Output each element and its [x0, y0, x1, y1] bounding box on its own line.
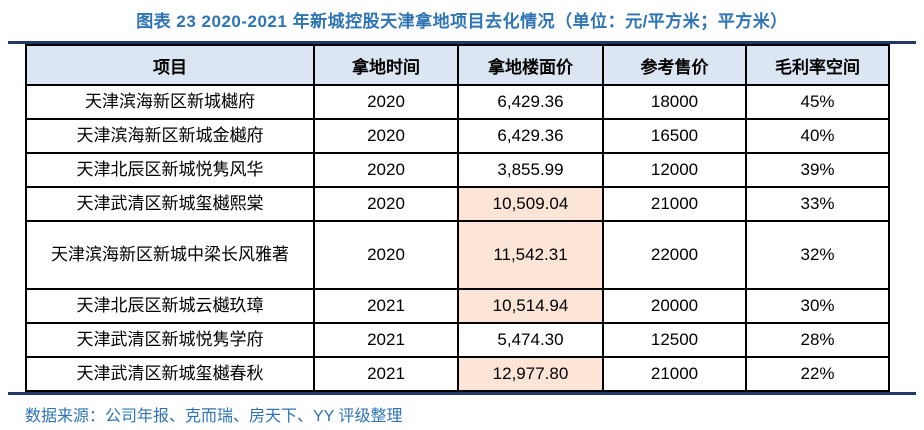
data-source-note: 数据来源：公司年报、克而瑞、房天下、YY 评级整理 [25, 408, 403, 425]
cell-year: 2020 [313, 186, 459, 222]
table-row: 天津滨海新区新城中梁长风雅著 2020 11,542.31 22000 32% [25, 220, 890, 290]
cell-year: 2021 [313, 288, 459, 324]
table-row: 天津武清区新城悦隽学府 2021 5,474.30 12500 28% [25, 322, 890, 358]
cell-margin: 33% [745, 186, 890, 222]
cell-ref_price: 16500 [602, 118, 747, 154]
cell-margin: 40% [745, 118, 890, 154]
table-header: 项目 拿地时间 拿地楼面价 参考售价 毛利率空间 [25, 44, 890, 86]
cell-project: 天津北辰区新城悦隽风华 [25, 152, 315, 188]
cell-margin: 30% [745, 288, 890, 324]
table-row: 天津滨海新区新城金樾府 2020 6,429.36 16500 40% [25, 118, 890, 154]
cell-year: 2021 [313, 356, 459, 392]
cell-floor_price: 5,474.30 [457, 322, 604, 358]
cell-floor_price: 6,429.36 [457, 118, 604, 154]
table-row: 天津北辰区新城悦隽风华 2020 3,855.99 12000 39% [25, 152, 890, 188]
cell-project: 天津武清区新城悦隽学府 [25, 322, 315, 358]
cell-ref_price: 21000 [602, 356, 747, 392]
cell-margin: 22% [745, 356, 890, 392]
column-header: 项目 [25, 44, 315, 86]
top-divider [8, 41, 916, 44]
cell-floor_price: 11,542.31 [457, 220, 604, 290]
cell-project: 天津武清区新城玺樾春秋 [25, 356, 315, 392]
table-row: 天津北辰区新城云樾玖璋 2021 10,514.94 20000 30% [25, 288, 890, 324]
cell-floor_price: 3,855.99 [457, 152, 604, 188]
cell-margin: 32% [745, 220, 890, 290]
cell-ref_price: 12000 [602, 152, 747, 188]
cell-year: 2020 [313, 220, 459, 290]
cell-project: 天津武清区新城玺樾熙棠 [25, 186, 315, 222]
cell-project: 天津北辰区新城云樾玖璋 [25, 288, 315, 324]
column-header: 参考售价 [602, 44, 747, 86]
cell-ref_price: 20000 [602, 288, 747, 324]
land-projects-table: 项目 拿地时间 拿地楼面价 参考售价 毛利率空间 天津滨海新区新城樾府 2020 6,429… [25, 44, 890, 392]
cell-margin: 28% [745, 322, 890, 358]
cell-floor_price: 10,509.04 [457, 186, 604, 222]
cell-floor_price: 6,429.36 [457, 84, 604, 120]
cell-project: 天津滨海新区新城金樾府 [25, 118, 315, 154]
column-header: 拿地楼面价 [457, 44, 604, 86]
column-header: 拿地时间 [313, 44, 459, 86]
cell-project: 天津滨海新区新城中梁长风雅著 [25, 220, 315, 290]
cell-year: 2020 [313, 84, 459, 120]
report-page: 图表 23 2020-2021 年新城控股天津拿地项目去化情况（单位：元/平方米… [0, 9, 924, 430]
header-row: 项目 拿地时间 拿地楼面价 参考售价 毛利率空间 [25, 44, 890, 86]
cell-margin: 45% [745, 84, 890, 120]
cell-ref_price: 18000 [602, 84, 747, 120]
figure-title: 图表 23 2020-2021 年新城控股天津拿地项目去化情况（单位：元/平方米… [136, 12, 788, 31]
cell-ref_price: 12500 [602, 322, 747, 358]
cell-margin: 39% [745, 152, 890, 188]
cell-floor_price: 10,514.94 [457, 288, 604, 324]
cell-year: 2020 [313, 152, 459, 188]
column-header: 毛利率空间 [745, 44, 890, 86]
cell-ref_price: 22000 [602, 220, 747, 290]
table-row: 天津武清区新城玺樾春秋 2021 12,977.80 21000 22% [25, 356, 890, 392]
cell-year: 2021 [313, 322, 459, 358]
cell-ref_price: 21000 [602, 186, 747, 222]
cell-floor_price: 12,977.80 [457, 356, 604, 392]
cell-year: 2020 [313, 118, 459, 154]
cell-project: 天津滨海新区新城樾府 [25, 84, 315, 120]
table-row: 天津武清区新城玺樾熙棠 2020 10,509.04 21000 33% [25, 186, 890, 222]
table-row: 天津滨海新区新城樾府 2020 6,429.36 18000 45% [25, 84, 890, 120]
table-body: 天津滨海新区新城樾府 2020 6,429.36 18000 45% 天津滨海新区新城金樾… [25, 84, 890, 392]
bottom-divider [8, 392, 916, 395]
